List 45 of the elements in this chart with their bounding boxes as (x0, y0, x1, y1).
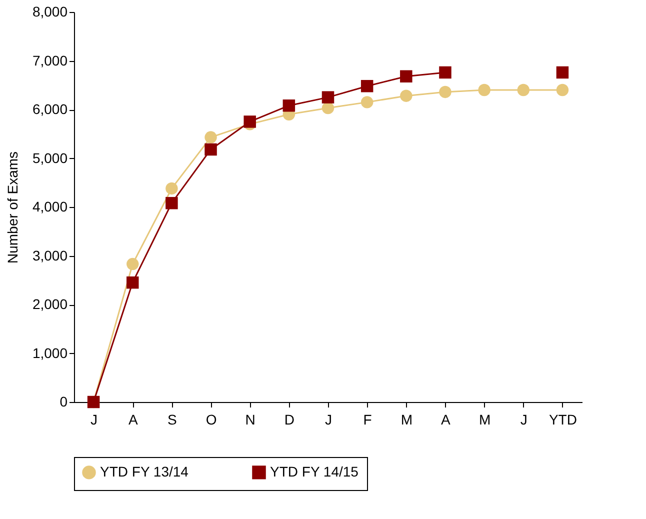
y-tick-label: 1,000 (32, 344, 68, 361)
x-tick-label: S (168, 412, 177, 428)
y-tick-label: 8,000 (32, 4, 68, 20)
x-tick-label: YTD (548, 412, 577, 428)
x-tick-label: J (90, 412, 98, 428)
point (400, 90, 412, 102)
x-tick-label: F (363, 412, 372, 428)
x-tick-label: N (245, 412, 256, 428)
x-tick-label: M (478, 412, 491, 428)
point (322, 91, 334, 104)
point (166, 196, 178, 210)
x-tick-label: D (284, 412, 294, 428)
x-tick-label: J (325, 412, 332, 428)
x-tick-label: A (128, 412, 138, 428)
y-tick-label: 2,000 (32, 296, 68, 312)
x-tick-label: M (400, 412, 412, 428)
x-tick-label: J (520, 412, 528, 428)
y-tick-label: 0 (60, 394, 68, 410)
point (478, 84, 490, 96)
x-tick-label: A (441, 412, 452, 428)
point (556, 66, 569, 79)
x-tick-label: O (206, 412, 217, 428)
point (126, 276, 139, 289)
legend-label: YTD FY 13/14 (100, 463, 189, 480)
point (517, 84, 530, 96)
y-tick-label: 6,000 (32, 101, 68, 117)
point (400, 70, 412, 82)
point (439, 66, 452, 79)
point (166, 182, 178, 195)
point (322, 102, 334, 114)
point (282, 99, 296, 112)
point (204, 143, 217, 156)
point (244, 116, 256, 128)
legend-label: YTD FY 14/15 (270, 463, 359, 480)
point (556, 84, 569, 96)
y-tick-label: 5,000 (32, 150, 68, 166)
y-tick-label: 3,000 (32, 247, 68, 264)
point (360, 96, 374, 108)
y-tick-label: 4,000 (32, 198, 68, 214)
point (360, 80, 374, 92)
point (204, 131, 217, 144)
y-axis-title: Number of Exams (4, 151, 20, 264)
y-tick-label: 7,000 (32, 52, 68, 68)
point (126, 258, 139, 270)
point (439, 86, 452, 98)
